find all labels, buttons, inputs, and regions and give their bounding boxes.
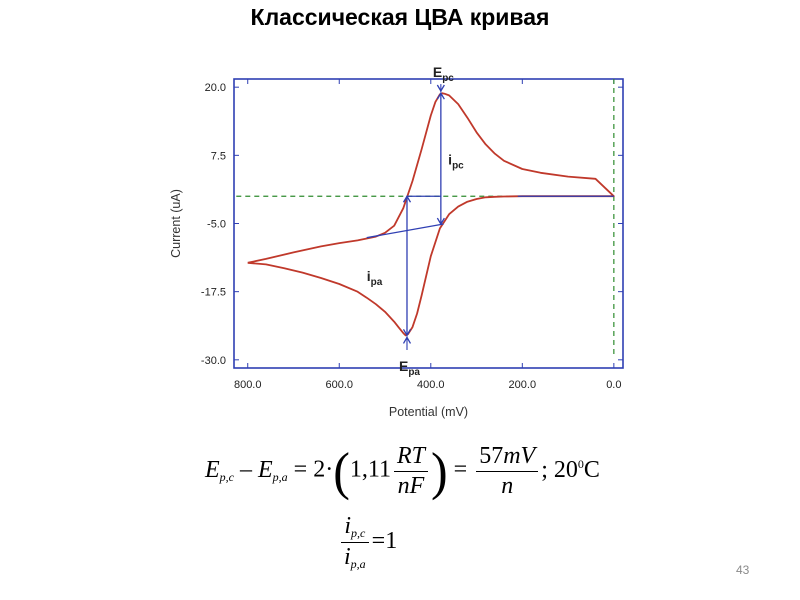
ipc-arrow-head-bottom [436,217,445,226]
ipa-label: ipa [367,268,383,288]
eq1-minus: – [240,456,252,483]
x-tick-label: 600.0 [325,379,353,391]
eq1-equals-two: = 2· [293,456,334,483]
eq1-E-pa: Ep,a [258,456,288,484]
y-tick-label: -5.0 [207,219,226,231]
y-tick-label: 7.5 [211,150,226,162]
ipc-label: ipc [448,152,464,172]
eq1-E-pc: Ep,c [205,456,234,484]
y-axis-title: Current (uA) [169,189,183,258]
x-tick-label: 800.0 [234,379,262,391]
ipc-label-main: i [448,152,452,168]
x-axis-title: Potential (mV) [389,405,468,419]
eq1-rt-over-nf: RT nF [393,443,428,500]
ipc-label-subscript: pc [452,161,464,172]
eq1-temperature: ; 200C [541,456,600,483]
peak-current-ratio-equation: ip,c ip,a =1 [338,513,397,572]
eq2-ipc-over-ipa: ip,c ip,a [341,513,369,572]
slide-title: Классическая ЦВА кривая [250,4,550,30]
epc-label: Epc [433,64,454,84]
ipa-arrow-head-bottom [402,328,412,337]
x-tick-label: 0.0 [606,379,621,391]
peak-separation-equation: Ep,c – Ep,a = 2·(1,11 RT nF) = 57mV n; 200C [205,441,600,501]
epc-label-main: E [433,64,442,80]
eq1-paren-close: ) [430,441,448,501]
eq1-paren-open: ( [333,441,350,501]
ipa-label-main: i [367,268,371,284]
epc-pointer-head [436,84,445,93]
ipa-arrow-head-top [402,194,412,203]
eq2-equals-one: =1 [371,528,398,555]
y-tick-label: -17.5 [201,287,226,299]
cv-curve [247,92,615,337]
y-tick-label: 20.0 [205,82,226,94]
y-tick-label: -30.0 [201,355,226,367]
eq1-57mv-over-n: 57mV n [476,443,539,500]
cathodic-baseline [366,223,444,239]
epa-label-main: E [399,358,408,374]
epa-label: Epa [399,358,420,378]
epa-pointer-head [402,336,412,344]
eq1-equals: = [453,456,468,483]
ipc-arrow-head-top [436,91,445,100]
epa-label-subscript: pa [408,367,420,378]
epc-label-subscript: pc [442,73,454,84]
ipa-label-subscript: pa [371,277,383,288]
eq1-coefficient: 1,11 [349,456,391,483]
slide-number: 43 [736,563,750,577]
x-tick-label: 200.0 [509,379,537,391]
x-tick-label: 400.0 [417,379,445,391]
